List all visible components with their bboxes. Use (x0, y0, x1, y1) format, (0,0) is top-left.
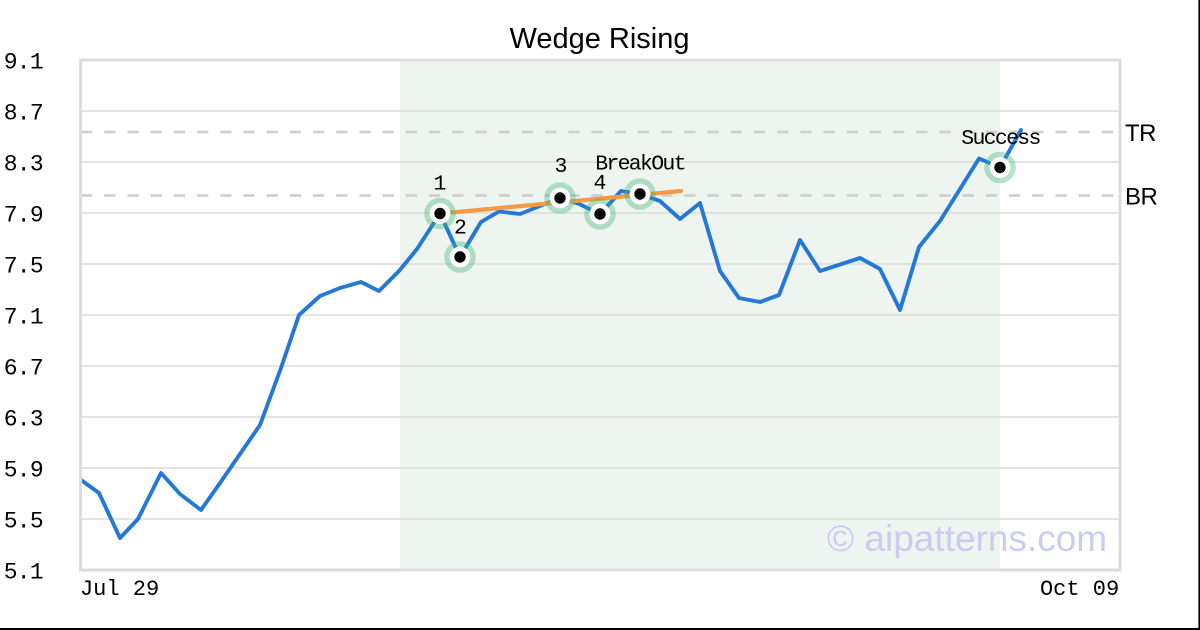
svg-text:Wedge Rising: Wedge Rising (509, 23, 689, 55)
svg-text:5.1: 5.1 (4, 560, 43, 586)
svg-text:5.9: 5.9 (4, 458, 43, 484)
svg-text:BR: BR (1125, 184, 1158, 211)
svg-text:7.1: 7.1 (4, 305, 43, 331)
svg-text:6.3: 6.3 (4, 407, 43, 433)
svg-text:7.5: 7.5 (4, 254, 43, 280)
svg-text:9.1: 9.1 (4, 50, 43, 76)
svg-text:1: 1 (434, 173, 447, 197)
svg-text:Success: Success (961, 127, 1040, 151)
svg-text:2: 2 (454, 217, 467, 241)
svg-text:4: 4 (594, 172, 607, 196)
svg-text:8.3: 8.3 (4, 152, 43, 178)
svg-text:BreakOut: BreakOut (595, 153, 685, 177)
svg-text:TR: TR (1125, 120, 1156, 147)
svg-text:7.9: 7.9 (4, 203, 43, 229)
svg-text:Oct 09: Oct 09 (1040, 577, 1119, 602)
svg-text:3: 3 (555, 155, 568, 179)
svg-text:6.7: 6.7 (4, 356, 43, 382)
svg-text:8.7: 8.7 (4, 101, 43, 127)
svg-text:5.5: 5.5 (4, 509, 43, 535)
svg-text:Jul 29: Jul 29 (80, 577, 159, 602)
svg-text:© aipatterns.com: © aipatterns.com (827, 518, 1107, 559)
